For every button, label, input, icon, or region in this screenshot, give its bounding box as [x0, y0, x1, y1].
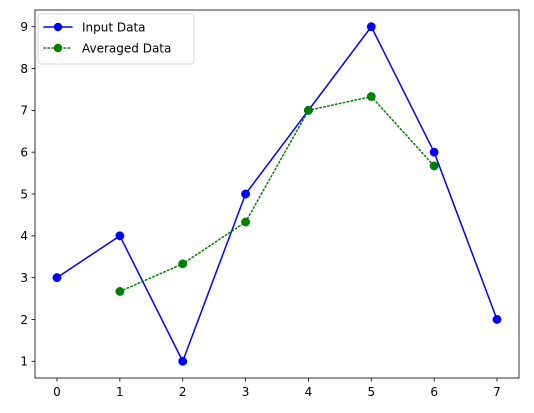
- data-point: [366, 22, 376, 32]
- legend-entry: Averaged Data: [43, 41, 171, 55]
- legend-box: [37, 13, 195, 65]
- legend: Input Data Averaged Data: [37, 13, 195, 65]
- y-tick-label: 4: [20, 229, 28, 243]
- x-tick-label: 3: [242, 385, 250, 399]
- x-tick-label: 4: [305, 385, 313, 399]
- data-point: [241, 217, 251, 227]
- y-tick-label: 1: [20, 355, 28, 369]
- y-tick-label: 8: [20, 62, 28, 76]
- legend-marker: [53, 22, 63, 32]
- legend-label: Input Data: [82, 20, 146, 34]
- series-averaged-data: [115, 92, 439, 296]
- x-tick-label: 2: [179, 385, 187, 399]
- data-point: [115, 286, 125, 296]
- data-point: [241, 189, 251, 199]
- data-point: [429, 161, 439, 171]
- plot-frame: [34, 9, 520, 379]
- y-tick-label: 9: [20, 20, 28, 34]
- data-point: [429, 147, 439, 157]
- x-tick-label: 5: [367, 385, 375, 399]
- legend-marker: [53, 43, 63, 53]
- x-tick-label: 6: [430, 385, 438, 399]
- y-tick-label: 7: [20, 104, 28, 118]
- data-point: [492, 315, 502, 324]
- y-tick-label: 5: [20, 187, 28, 201]
- data-point: [178, 356, 188, 366]
- data-point: [366, 92, 376, 102]
- series-input-data: [52, 22, 502, 366]
- legend-entry: Input Data: [43, 20, 146, 34]
- series-line: [119, 95, 435, 293]
- y-tick-label: 6: [20, 145, 28, 159]
- y-tick-label: 2: [20, 313, 28, 327]
- y-tick-label: 3: [20, 271, 28, 285]
- legend-label: Averaged Data: [82, 41, 171, 55]
- axes-layer: 0 1 2 3 4 5 6 7 1 2 3 4 5 6 7 8 9: [20, 9, 520, 399]
- data-point: [52, 273, 62, 283]
- data-point: [115, 231, 125, 241]
- x-tick-label: 7: [493, 385, 501, 399]
- series-layer: [52, 22, 502, 366]
- series-line: [56, 25, 498, 363]
- x-tick-label: 0: [53, 385, 61, 399]
- data-point: [178, 259, 188, 269]
- data-point: [303, 105, 313, 115]
- x-tick-label: 1: [116, 385, 124, 399]
